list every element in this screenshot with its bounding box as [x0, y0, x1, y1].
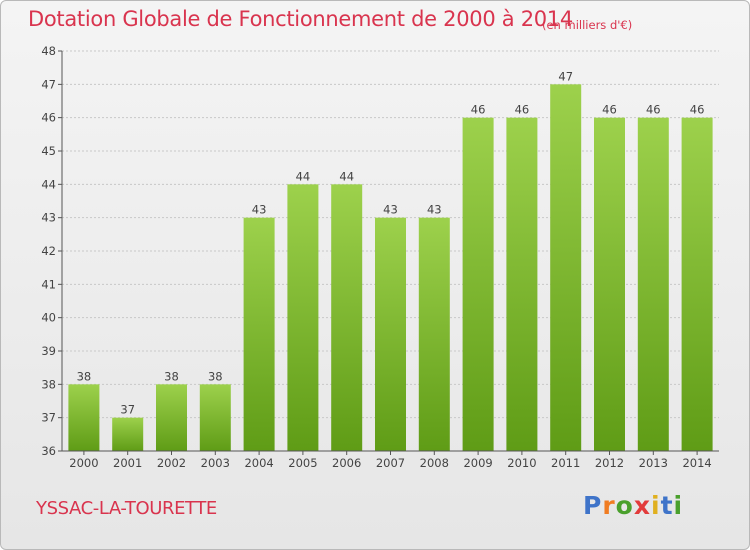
data-label-2011: 47 — [558, 69, 573, 83]
bar-2009 — [462, 117, 494, 452]
y-tick-label: 40 — [41, 311, 56, 325]
bar-2010 — [506, 117, 538, 452]
bar-2004 — [243, 217, 275, 451]
y-tick-label: 45 — [41, 144, 56, 158]
data-label-2010: 46 — [515, 103, 530, 117]
logo-letter: i — [651, 491, 661, 520]
bar-2001 — [112, 417, 144, 451]
chart-title: Dotation Globale de Fonctionnement de 20… — [28, 7, 573, 31]
bar-2002 — [156, 384, 187, 451]
bar-2012 — [594, 117, 625, 452]
bars: 38 37 38 38 43 44 44 43 43 46 46 47 46 46 46 — [68, 69, 713, 452]
y-tick-label: 36 — [41, 444, 56, 458]
x-tick-label-2004: 2004 — [244, 456, 273, 470]
data-label-2008: 43 — [427, 203, 442, 217]
bar-2003 — [199, 384, 231, 451]
logo-letter: t — [660, 491, 674, 520]
y-tick-label: 42 — [41, 244, 56, 258]
logo-letter: o — [615, 491, 634, 520]
logo-letter: r — [602, 491, 616, 520]
x-tick-label-2002: 2002 — [157, 456, 186, 470]
logo-letter: i — [673, 491, 684, 520]
bar-2007 — [375, 217, 406, 451]
y-tick-label: 39 — [41, 344, 56, 358]
chart-unit: (en milliers d'€) — [542, 18, 633, 32]
x-tick-label-2009: 2009 — [463, 456, 492, 470]
x-tick-label-2011: 2011 — [551, 456, 580, 470]
y-tick-label: 46 — [41, 111, 56, 125]
x-tick-label-2008: 2008 — [420, 456, 449, 470]
data-label-2007: 43 — [383, 203, 398, 217]
bar-2005 — [287, 184, 319, 452]
axes: 36 37 38 39 40 41 42 43 44 45 46 47 48 2000 2001 2002 20… — [41, 44, 719, 470]
y-tick-label: 47 — [41, 77, 56, 91]
x-tick-label-2010: 2010 — [507, 456, 536, 470]
y-tick-label: 38 — [41, 377, 56, 391]
x-tick-label-2003: 2003 — [201, 456, 230, 470]
commune-name: YSSAC-LA-TOURETTE — [36, 498, 217, 519]
data-label-2012: 46 — [602, 103, 617, 117]
x-tick-label-2005: 2005 — [288, 456, 317, 470]
bar-2014 — [681, 117, 713, 452]
x-tick-label-2014: 2014 — [682, 456, 711, 470]
data-label-2004: 43 — [252, 203, 267, 217]
data-label-2014: 46 — [690, 103, 705, 117]
y-tick-label: 44 — [41, 177, 56, 191]
proxiti-logo: Proxiti — [583, 491, 683, 520]
data-label-2006: 44 — [339, 169, 354, 183]
x-tick-label-2006: 2006 — [332, 456, 361, 470]
x-tick-label-2012: 2012 — [595, 456, 624, 470]
bar-2008 — [418, 217, 450, 451]
bar-2011 — [550, 84, 582, 451]
data-label-2009: 46 — [471, 103, 486, 117]
data-label-2001: 37 — [120, 403, 135, 417]
x-tick-label-2000: 2000 — [69, 456, 98, 470]
y-tick-label: 41 — [41, 277, 56, 291]
x-tick-label-2007: 2007 — [376, 456, 405, 470]
data-label-2013: 46 — [646, 103, 661, 117]
bar-2000 — [68, 384, 100, 451]
y-tick-label: 48 — [41, 44, 56, 58]
bar-2006 — [331, 184, 363, 452]
data-label-2000: 38 — [77, 369, 92, 383]
logo-letter: x — [633, 491, 651, 520]
x-tick-label-2001: 2001 — [113, 456, 142, 470]
y-tick-label: 43 — [41, 211, 56, 225]
y-tick-label: 37 — [41, 411, 56, 425]
logo-letter: P — [583, 491, 603, 520]
data-label-2002: 38 — [164, 369, 179, 383]
bar-2013 — [637, 117, 669, 452]
data-label-2005: 44 — [296, 169, 311, 183]
data-label-2003: 38 — [208, 369, 223, 383]
x-tick-label-2013: 2013 — [639, 456, 668, 470]
